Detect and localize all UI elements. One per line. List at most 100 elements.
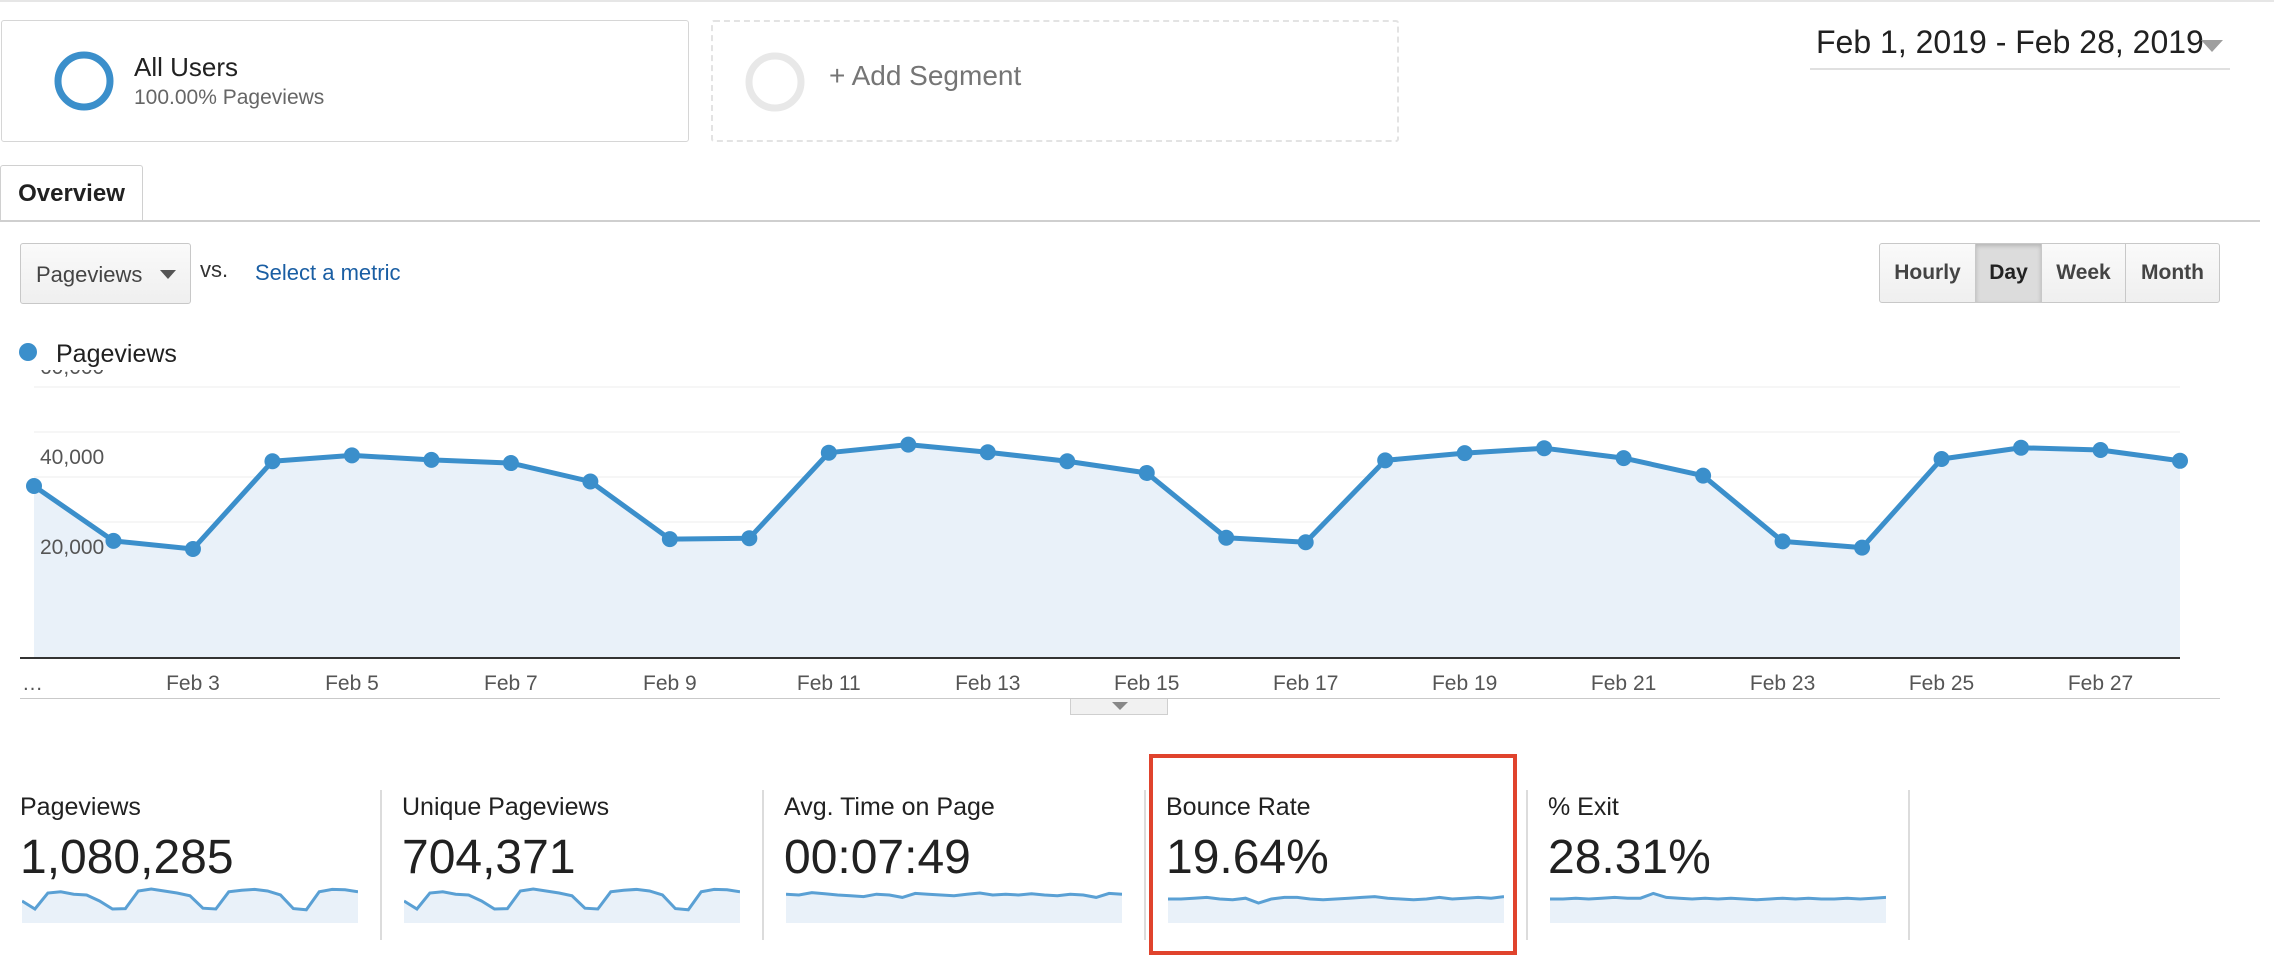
y-tick-label: 20,000 — [40, 536, 104, 559]
scorecard-pageviews[interactable]: Pageviews 1,080,285 — [20, 780, 380, 940]
sparkline-area — [786, 892, 1122, 923]
tab-overview[interactable]: Overview — [0, 165, 143, 221]
segment-subtitle: 100.00% Pageviews — [134, 86, 325, 109]
scorecard-value: 704,371 — [402, 831, 576, 884]
metric-dropdown-label: Pageviews — [36, 262, 143, 287]
data-point[interactable] — [1059, 453, 1076, 470]
sparkline — [786, 891, 1122, 923]
sparkline-line — [786, 891, 1122, 899]
scorecard-label: Pageviews — [20, 793, 141, 821]
scorecard-label: % Exit — [1548, 793, 1619, 821]
x-tick-label: Feb 15 — [1114, 672, 1179, 695]
add-segment-button[interactable]: + Add Segment — [711, 20, 1399, 142]
bounce-rate-highlight — [1149, 754, 1517, 955]
x-tick-label: Feb 11 — [797, 672, 861, 695]
granularity-week-button[interactable]: Week — [2041, 243, 2126, 303]
segment-donut-icon — [54, 51, 114, 111]
sparkline-area — [1550, 893, 1886, 923]
granularity-hourly-button[interactable]: Hourly — [1879, 243, 1976, 303]
series-line — [32, 442, 2181, 552]
data-point[interactable] — [1536, 440, 1553, 457]
sparkline-line — [1168, 895, 1504, 905]
x-tick-label: Feb 7 — [484, 672, 538, 695]
sparkline — [1168, 895, 1504, 923]
data-point[interactable] — [741, 530, 758, 547]
scorecard-divider — [1526, 790, 1528, 940]
sparkline-line — [22, 887, 358, 912]
data-point[interactable] — [1695, 467, 1712, 484]
segment-all-users[interactable]: All Users 100.00% Pageviews — [1, 20, 689, 142]
x-tick-label: … — [22, 672, 43, 695]
data-point[interactable] — [2172, 452, 2188, 469]
sparkline-line — [1550, 891, 1886, 902]
scorecard-label: Avg. Time on Page — [784, 793, 995, 821]
data-point[interactable] — [26, 478, 42, 494]
x-tick-label: Feb 27 — [2068, 672, 2133, 695]
data-point[interactable] — [661, 531, 678, 548]
scorecard-label: Bounce Rate — [1166, 793, 1311, 821]
data-point[interactable] — [1456, 445, 1473, 462]
scorecard-value: 19.64% — [1166, 831, 1329, 884]
x-tick-label: Feb 23 — [1750, 672, 1815, 695]
x-tick-label: Feb 21 — [1591, 672, 1656, 695]
pageviews-chart[interactable]: 20,000 40,000 60,000 … Feb 3 Feb 5 Feb 7 Feb 9 F… — [0, 370, 2230, 700]
sparkline-area — [1168, 896, 1504, 923]
series-area — [34, 444, 2180, 657]
x-tick-label: Feb 3 — [166, 672, 220, 695]
data-point[interactable] — [1377, 452, 1394, 469]
data-point[interactable] — [1774, 533, 1791, 550]
scorecard-exit[interactable]: % Exit 28.31% — [1548, 780, 1908, 940]
top-border — [0, 0, 2274, 2]
data-point[interactable] — [582, 473, 599, 490]
data-point[interactable] — [423, 451, 440, 468]
scorecard-divider — [1144, 790, 1146, 940]
scorecard-divider — [1908, 790, 1910, 940]
data-point[interactable] — [1138, 464, 1155, 481]
date-range-picker[interactable]: Feb 1, 2019 - Feb 28, 2019 — [1816, 24, 2204, 60]
chevron-down-icon[interactable] — [2201, 40, 2223, 52]
data-point[interactable] — [979, 444, 996, 461]
data-point[interactable] — [1933, 451, 1950, 467]
x-tick-label: Feb 5 — [325, 672, 379, 695]
segment-title: All Users — [134, 52, 239, 82]
legend-dot — [19, 343, 37, 361]
chevron-down-icon — [1112, 702, 1128, 710]
scorecard-avg-time-on-page[interactable]: Avg. Time on Page 00:07:49 — [784, 780, 1144, 940]
data-point[interactable] — [1297, 534, 1314, 551]
scorecard-divider — [762, 790, 764, 940]
select-metric-link[interactable]: Select a metric — [255, 260, 401, 285]
tab-divider — [0, 220, 2260, 222]
data-point[interactable] — [184, 541, 201, 557]
date-range-underline — [1810, 68, 2230, 70]
granularity-month-button[interactable]: Month — [2125, 243, 2220, 303]
data-point[interactable] — [502, 455, 519, 472]
scorecard-value: 1,080,285 — [20, 831, 234, 884]
data-point[interactable] — [1615, 450, 1632, 467]
scorecard-bounce-rate[interactable]: Bounce Rate 19.64% — [1166, 780, 1526, 940]
data-point[interactable] — [1218, 529, 1235, 546]
y-tick-label: 60,000 — [40, 370, 104, 379]
x-tick-label: Feb 17 — [1273, 672, 1338, 695]
data-point[interactable] — [264, 453, 281, 470]
segment-placeholder-icon — [745, 52, 805, 112]
legend-label: Pageviews — [56, 340, 177, 368]
data-point[interactable] — [2013, 439, 2030, 456]
chart-collapse-handle[interactable] — [1070, 699, 1168, 715]
metric-dropdown[interactable]: Pageviews — [20, 243, 191, 304]
sparkline — [1550, 891, 1886, 923]
scorecard-unique-pageviews[interactable]: Unique Pageviews 704,371 — [402, 780, 762, 940]
sparkline-area — [404, 889, 740, 923]
sparkline-area — [22, 889, 358, 923]
sparkline — [404, 887, 740, 923]
data-point[interactable] — [900, 436, 917, 453]
data-point[interactable] — [2092, 442, 2109, 458]
data-point[interactable] — [105, 532, 122, 549]
sparkline — [22, 887, 358, 923]
x-tick-label: Feb 19 — [1432, 672, 1497, 695]
data-point[interactable] — [343, 447, 360, 464]
data-point[interactable] — [1854, 539, 1871, 556]
data-point[interactable] — [820, 444, 837, 461]
scorecard-label: Unique Pageviews — [402, 793, 610, 821]
granularity-day-button[interactable]: Day — [1975, 243, 2042, 303]
chart-divider — [20, 698, 2220, 699]
